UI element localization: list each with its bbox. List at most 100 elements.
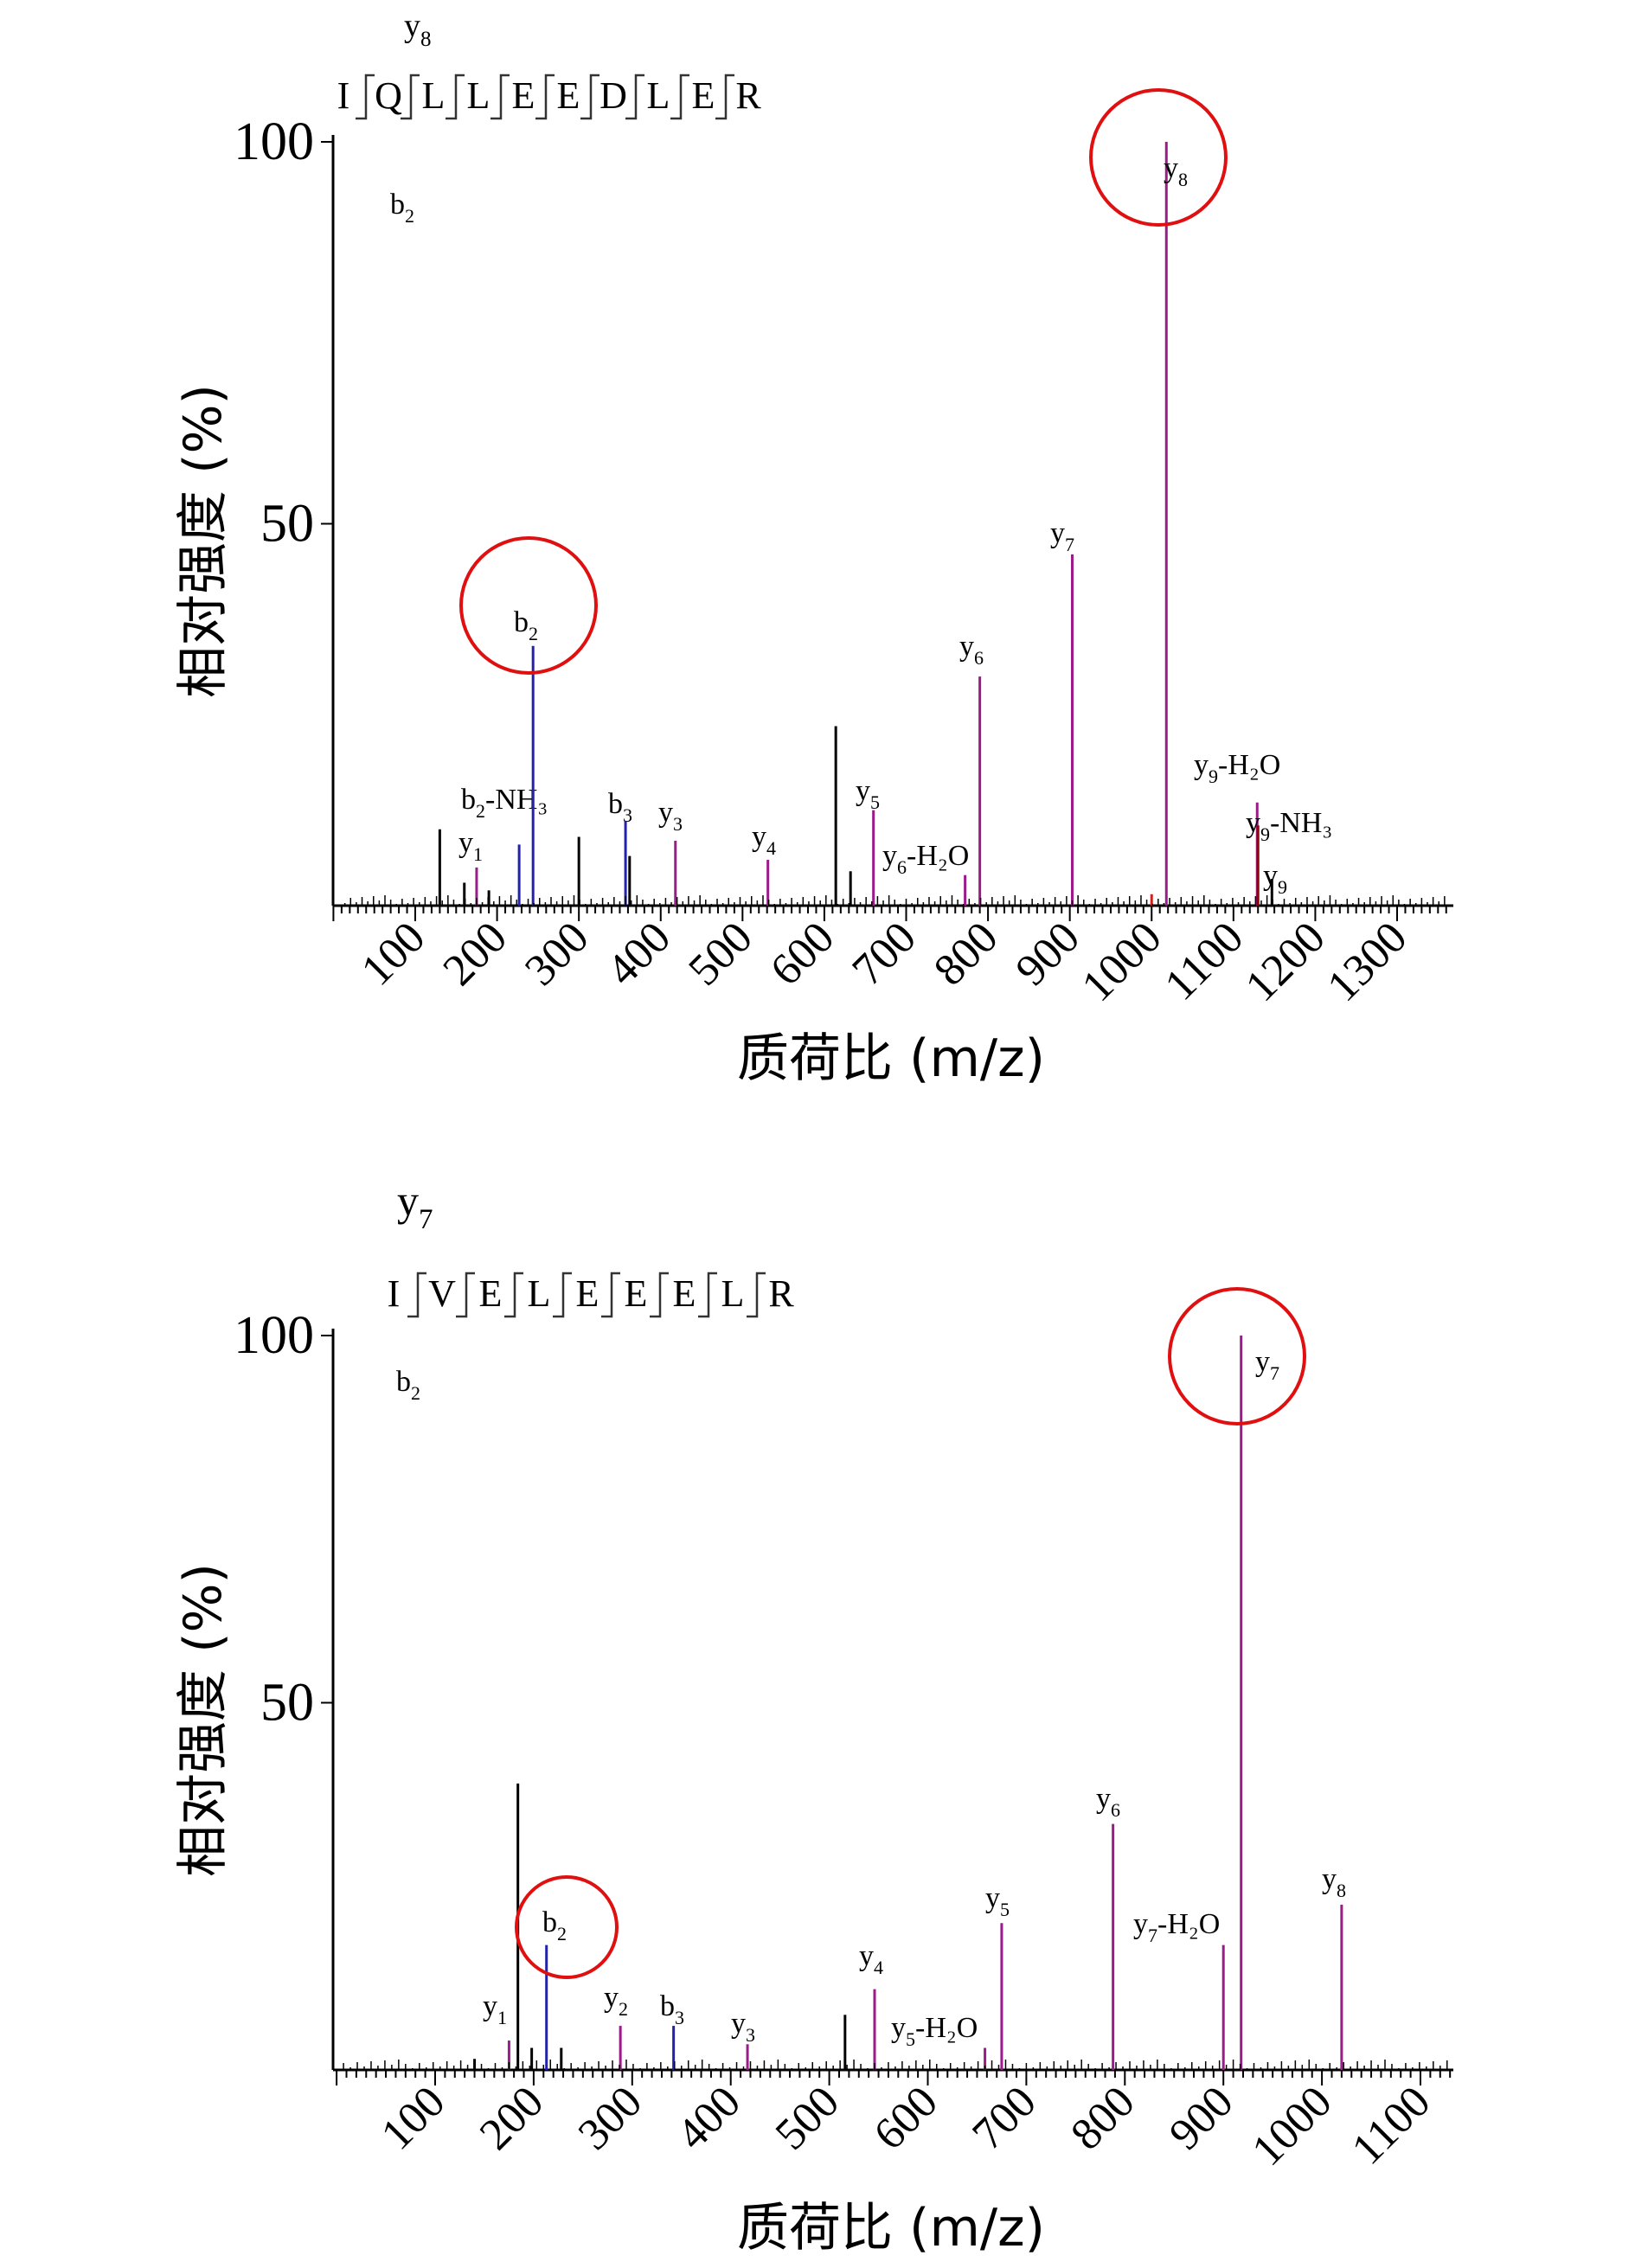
peak-label: y6 bbox=[959, 631, 984, 669]
sequence-residue: E bbox=[692, 74, 715, 117]
fragment-bracket bbox=[407, 1272, 426, 1318]
sequence-residue: Q bbox=[375, 74, 402, 117]
peak-label: y4 bbox=[752, 821, 776, 859]
highlight-circle bbox=[1168, 1287, 1306, 1426]
x-tick-label: 1200 bbox=[1236, 913, 1335, 1011]
x-tick-label: 900 bbox=[1160, 2077, 1242, 2159]
sequence-residue: L bbox=[528, 1272, 551, 1315]
peak-label: y8 bbox=[1322, 1863, 1346, 1901]
peak-label: y8 bbox=[1164, 152, 1188, 190]
x-axis-label: 质荷比 (m/z) bbox=[737, 1028, 1045, 1089]
fragment-bracket bbox=[625, 74, 644, 120]
sequence-residue: L bbox=[647, 74, 670, 117]
peak-label: y9 bbox=[1263, 860, 1287, 898]
x-tick-label: 1000 bbox=[1243, 2077, 1342, 2175]
x-tick-label: 200 bbox=[434, 913, 516, 995]
sequence-residue: V bbox=[428, 1272, 456, 1315]
x-tick-label: 100 bbox=[372, 2077, 454, 2159]
y-tick-label: 50 bbox=[260, 495, 314, 554]
x-tick-label: 300 bbox=[569, 2077, 651, 2159]
sequence-residue: E bbox=[557, 74, 580, 117]
fragment-bracket bbox=[356, 74, 375, 120]
sequence-fragment-side: b2 bbox=[396, 1366, 420, 1404]
y-tick-label: 50 bbox=[260, 1674, 314, 1733]
x-tick-label: 600 bbox=[761, 913, 843, 995]
sequence-fragment-side: b2 bbox=[390, 189, 414, 227]
x-tick-label: 1300 bbox=[1318, 913, 1417, 1011]
x-tick-label: 500 bbox=[766, 2077, 849, 2159]
peak-label: y3 bbox=[658, 797, 683, 835]
peak-label: y2 bbox=[604, 1982, 628, 2020]
sequence-residue: L bbox=[721, 1272, 745, 1315]
y-tick-label: 100 bbox=[234, 1306, 314, 1365]
fragment-bracket bbox=[580, 74, 600, 120]
peak-label: y7 bbox=[1050, 517, 1074, 555]
x-tick-label: 300 bbox=[516, 913, 598, 995]
fragment-bracket bbox=[747, 1272, 766, 1318]
peak-label: y5 bbox=[856, 775, 880, 813]
sequence-residue: L bbox=[422, 74, 446, 117]
x-tick-label: 900 bbox=[1007, 913, 1089, 995]
fragment-bracket bbox=[715, 74, 734, 120]
fragment-bracket bbox=[601, 1272, 620, 1318]
sequence-residue: E bbox=[512, 74, 535, 117]
x-tick-label: 800 bbox=[925, 913, 1007, 995]
y-axis-label: 相对强度 (%) bbox=[173, 1563, 234, 1877]
peak-label: y6-H₂O bbox=[882, 840, 969, 878]
fragment-bracket bbox=[446, 74, 465, 120]
x-tick-label: 1100 bbox=[1156, 913, 1253, 1009]
peak-label: b3 bbox=[608, 788, 632, 826]
fragment-bracket bbox=[698, 1272, 717, 1318]
peak-label: b3 bbox=[660, 1990, 684, 2028]
fragment-bracket bbox=[490, 74, 510, 120]
peak-label: y7-H₂O bbox=[1133, 1908, 1220, 1946]
peak-label: y6 bbox=[1096, 1783, 1120, 1821]
highlight-circle bbox=[515, 1875, 619, 1979]
y-tick-label: 100 bbox=[234, 112, 314, 171]
x-tick-label: 700 bbox=[963, 2077, 1045, 2159]
peak-label: y5 bbox=[985, 1882, 1010, 1920]
sequence-residue: E bbox=[673, 1272, 696, 1315]
x-tick-label: 400 bbox=[668, 2077, 750, 2159]
sequence-residue: I bbox=[388, 1272, 401, 1315]
fragment-bracket bbox=[670, 74, 689, 120]
highlight-circle bbox=[459, 536, 598, 675]
peak-label: y3 bbox=[731, 2008, 755, 2046]
sequence-residue: E bbox=[576, 1272, 600, 1315]
x-tick-label: 400 bbox=[598, 913, 680, 995]
peak-label: y4 bbox=[859, 1940, 883, 1978]
sequence-fragment-top: y8 bbox=[404, 8, 432, 51]
x-tick-label: 700 bbox=[843, 913, 926, 995]
x-tick-label: 800 bbox=[1061, 2077, 1144, 2159]
peak-label: y1 bbox=[458, 827, 483, 865]
sequence-residue: L bbox=[467, 74, 490, 117]
sequence-residue: D bbox=[600, 74, 627, 117]
fragment-bracket bbox=[401, 74, 420, 120]
peak-label: y9-NH₃ bbox=[1246, 807, 1332, 845]
fragment-bracket bbox=[553, 1272, 572, 1318]
x-tick-label: 1100 bbox=[1343, 2077, 1439, 2174]
fragment-bracket bbox=[456, 1272, 475, 1318]
x-tick-label: 600 bbox=[865, 2077, 947, 2159]
peak-label: y7 bbox=[1255, 1346, 1279, 1384]
peak-label: y5-H₂O bbox=[891, 2012, 978, 2050]
fragment-bracket bbox=[535, 74, 555, 120]
x-axis-label: 质荷比 (m/z) bbox=[737, 2198, 1045, 2258]
highlight-circle bbox=[1089, 88, 1228, 227]
peak-label: b2 bbox=[542, 1906, 567, 1944]
y-axis-label: 相对强度 (%) bbox=[173, 384, 234, 698]
fragment-bracket bbox=[504, 1272, 523, 1318]
peak-label: y9-H₂O bbox=[1194, 749, 1280, 787]
peak-label: y1 bbox=[483, 1990, 507, 2028]
fragment-bracket bbox=[650, 1272, 669, 1318]
spectrum-panel-bottom: 100 200 300 400 500 600 700 800 900 1000 110010050… bbox=[173, 1176, 1453, 2258]
peak-label: b2 bbox=[514, 606, 538, 644]
x-tick-label: 1000 bbox=[1073, 913, 1171, 1011]
sequence-fragment-top: y7 bbox=[397, 1176, 433, 1235]
x-tick-label: 100 bbox=[352, 913, 434, 995]
sequence-residue: I bbox=[337, 74, 350, 117]
x-tick-label: 200 bbox=[471, 2077, 553, 2159]
sequence-residue: R bbox=[768, 1272, 794, 1315]
spectrum-panel-top: 100 200 300 400 500 600 700 800 9001000110012001… bbox=[173, 8, 1453, 1089]
